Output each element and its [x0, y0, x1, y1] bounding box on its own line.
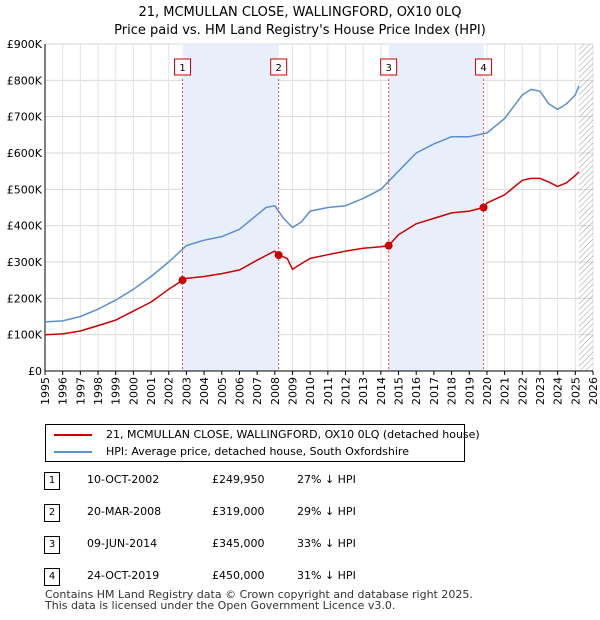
transaction-label: 3 — [385, 63, 391, 74]
shaded-period-2 — [388, 44, 484, 371]
transaction-date: 20-MAR-2008 — [87, 505, 162, 518]
transaction-point — [384, 241, 393, 250]
y-tick-label: £100K — [7, 329, 43, 342]
x-tick-label: 2022 — [516, 377, 529, 405]
x-tick-label: 2014 — [375, 377, 388, 405]
transaction-price: £450,000 — [212, 569, 265, 582]
transaction-point — [479, 203, 488, 212]
series-line-property — [44, 171, 580, 336]
x-tick-label: 2016 — [410, 377, 423, 405]
footer-licence: This data is licensed under the Open Gov… — [45, 599, 396, 612]
footer-attribution: Contains HM Land Registry data © Crown c… — [45, 589, 473, 611]
x-tick-label: 2006 — [233, 377, 246, 405]
series-line-hpi — [44, 85, 580, 323]
table-row: 3 09-JUN-2014 £345,000 33% ↓ HPI — [42, 536, 442, 558]
y-tick-label: £300K — [7, 256, 43, 269]
legend-swatch-hpi — [54, 451, 92, 453]
transaction-label-box — [380, 58, 398, 76]
table-row: 2 20-MAR-2008 £319,000 29% ↓ HPI — [42, 504, 442, 526]
x-tick-label: 2004 — [198, 377, 211, 405]
transaction-label-box — [270, 58, 288, 76]
chart-title-block: 21, MCMULLAN CLOSE, WALLINGFORD, OX10 0L… — [0, 4, 600, 40]
transaction-hpi-delta: 33% ↓ HPI — [297, 537, 356, 550]
x-tick-label: 2013 — [357, 377, 370, 405]
transaction-number: 1 — [44, 472, 60, 490]
transaction-label: 1 — [179, 63, 185, 74]
y-tick-label: £0 — [28, 365, 42, 378]
chart-subtitle: Price paid vs. HM Land Registry's House … — [114, 23, 486, 38]
x-tick-label: 2019 — [463, 377, 476, 405]
x-tick-label: 2026 — [587, 377, 600, 405]
legend-item-hpi: HPI: Average price, detached house, Sout… — [54, 444, 409, 460]
y-tick-label: £600K — [7, 147, 43, 160]
x-tick-label: 2007 — [251, 377, 264, 405]
x-tick-label: 2000 — [127, 377, 140, 405]
transaction-price: £249,950 — [212, 473, 265, 486]
x-tick-label: 2005 — [216, 377, 229, 405]
legend-item-property: 21, MCMULLAN CLOSE, WALLINGFORD, OX10 0L… — [54, 427, 480, 443]
x-tick-label: 2021 — [499, 377, 512, 405]
y-tick-label: £900K — [7, 38, 43, 51]
x-tick-label: 1996 — [57, 377, 70, 405]
x-tick-label: 1997 — [74, 377, 87, 405]
transaction-date: 10-OCT-2002 — [87, 473, 160, 486]
chart-title: 21, MCMULLAN CLOSE, WALLINGFORD, OX10 0L… — [138, 5, 462, 20]
x-tick-label: 2002 — [163, 377, 176, 405]
x-tick-label: 1995 — [39, 377, 52, 405]
transaction-hpi-delta: 29% ↓ HPI — [297, 505, 356, 518]
future-hatch-region — [578, 44, 593, 371]
plot-background — [45, 44, 593, 371]
x-tick-label: 2011 — [322, 377, 335, 405]
transaction-label-box — [475, 58, 493, 76]
x-tick-label: 2017 — [428, 377, 441, 405]
shaded-period-1 — [182, 44, 279, 371]
transaction-date: 24-OCT-2019 — [87, 569, 160, 582]
legend-label-hpi: HPI: Average price, detached house, Sout… — [106, 445, 409, 458]
price-chart: £0 £100K £200K £300K £400K £500K £600K £700K £80… — [7, 38, 600, 405]
x-tick-label: 1999 — [110, 377, 123, 405]
transaction-price: £319,000 — [212, 505, 265, 518]
transaction-number: 2 — [44, 504, 60, 522]
x-tick-label: 2012 — [340, 377, 353, 405]
y-tick-label: £400K — [7, 220, 43, 233]
x-tick-label: 2020 — [481, 377, 494, 405]
x-tick-label: 2023 — [534, 377, 547, 405]
transaction-number: 4 — [44, 568, 60, 586]
chart-legend: 21, MCMULLAN CLOSE, WALLINGFORD, OX10 0L… — [45, 424, 480, 462]
transaction-price: £345,000 — [212, 537, 265, 550]
x-tick-label: 2024 — [552, 377, 565, 405]
y-tick-label: £700K — [7, 111, 43, 124]
transaction-hpi-delta: 31% ↓ HPI — [297, 569, 356, 582]
x-tick-label: 2015 — [393, 377, 406, 405]
x-tick-label: 2003 — [180, 377, 193, 405]
x-tick-label: 2001 — [145, 377, 158, 405]
legend-swatch-property — [54, 434, 92, 436]
transaction-point — [178, 276, 187, 285]
x-tick-label: 2025 — [569, 377, 582, 405]
transaction-hpi-delta: 27% ↓ HPI — [297, 473, 356, 486]
x-tick-label: 2008 — [269, 377, 282, 405]
footer-copyright: Contains HM Land Registry data © Crown c… — [45, 588, 473, 601]
x-tick-label: 1998 — [92, 377, 105, 405]
transaction-date: 09-JUN-2014 — [87, 537, 158, 550]
x-tick-label: 2018 — [446, 377, 459, 405]
legend-label-property: 21, MCMULLAN CLOSE, WALLINGFORD, OX10 0L… — [106, 428, 480, 441]
y-tick-label: £200K — [7, 292, 43, 305]
transaction-number: 3 — [44, 536, 60, 554]
transaction-label: 2 — [276, 63, 282, 74]
transaction-point — [274, 251, 283, 260]
transaction-label: 4 — [480, 63, 486, 74]
y-tick-label: £800K — [7, 74, 43, 87]
y-tick-label: £500K — [7, 183, 43, 196]
x-tick-label: 2010 — [304, 377, 317, 405]
transaction-label-box — [174, 58, 192, 76]
x-tick-label: 2009 — [286, 377, 299, 405]
table-row: 4 24-OCT-2019 £450,000 31% ↓ HPI — [42, 568, 442, 590]
table-row: 1 10-OCT-2002 £249,950 27% ↓ HPI — [42, 472, 442, 494]
